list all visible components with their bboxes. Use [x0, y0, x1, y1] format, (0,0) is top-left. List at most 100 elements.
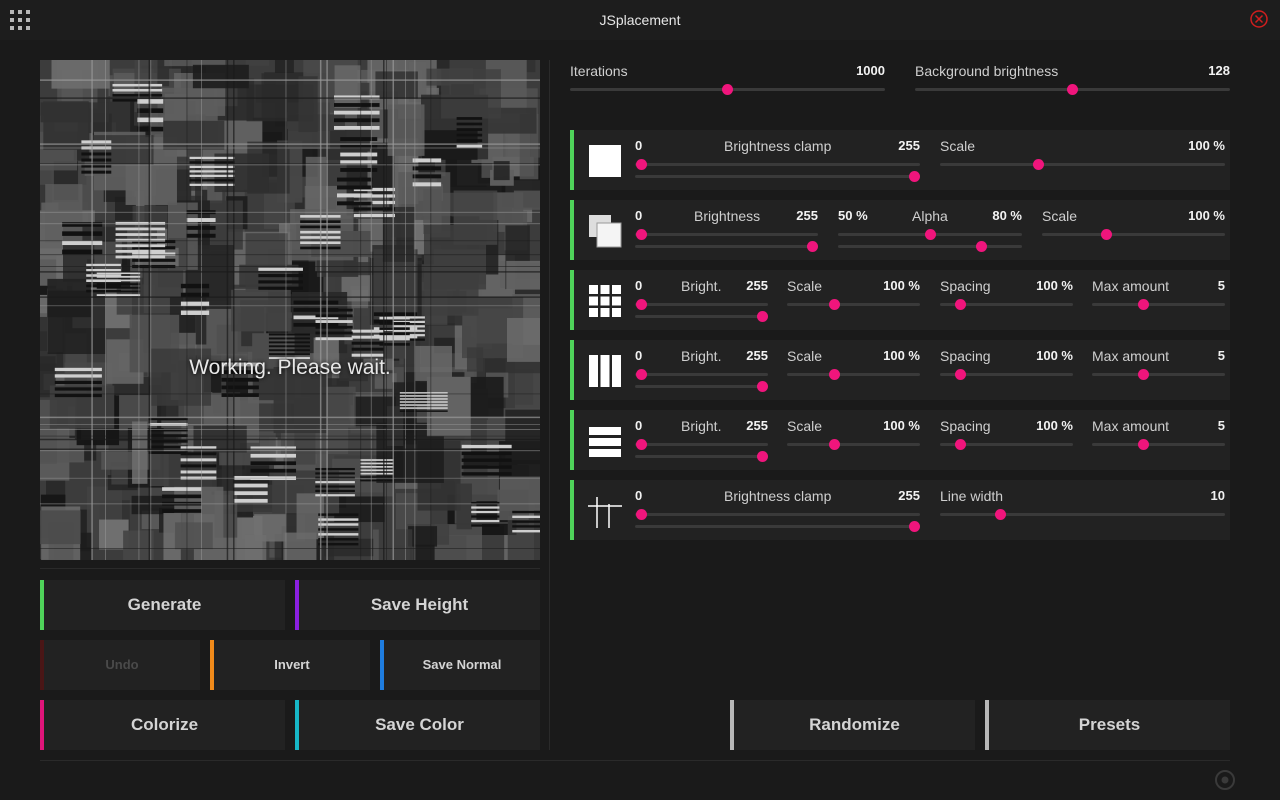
- divider: [549, 60, 550, 750]
- spacing-value: 100 %: [1036, 278, 1073, 293]
- layer-enabled-indicator[interactable]: [570, 340, 574, 400]
- line-width-slider[interactable]: [940, 513, 1225, 516]
- line-width-slider-handle[interactable]: [995, 509, 1007, 520]
- spacing-slider-handle[interactable]: [955, 299, 967, 310]
- brightness-max-value: 255: [746, 278, 768, 293]
- brightness-max-slider[interactable]: [635, 315, 768, 318]
- brightness-min-slider[interactable]: [635, 233, 818, 236]
- brightness-min-handle[interactable]: [635, 439, 647, 450]
- grid-icon: [589, 285, 621, 317]
- colorize-button[interactable]: Colorize: [40, 700, 285, 750]
- brightness-clamp-min-slider[interactable]: [635, 513, 920, 516]
- layer-horizontal-stripes: [570, 410, 1230, 470]
- spacing-label: Spacing: [940, 278, 991, 294]
- spacing-slider-handle[interactable]: [955, 369, 967, 380]
- brightness-min-handle[interactable]: [635, 299, 647, 310]
- scale-slider-handle[interactable]: [828, 369, 840, 380]
- brightness-clamp-max-slider[interactable]: [635, 525, 920, 528]
- save-color-button[interactable]: Save Color: [295, 700, 540, 750]
- scale-value: 100 %: [1188, 138, 1225, 153]
- lines-icon: [588, 497, 622, 528]
- layer-enabled-indicator[interactable]: [570, 270, 574, 330]
- brightness-max-slider[interactable]: [635, 385, 768, 388]
- brightness-min-handle[interactable]: [635, 369, 647, 380]
- brightness-max-handle[interactable]: [806, 241, 818, 252]
- randomize-button[interactable]: Randomize: [730, 700, 975, 750]
- brightness-clamp-max-slider[interactable]: [635, 175, 920, 178]
- brightness-clamp-max-value: 255: [898, 488, 920, 503]
- scale-value: 100 %: [883, 348, 920, 363]
- displacement-preview-image: [40, 60, 540, 560]
- undo-button[interactable]: Undo: [40, 640, 200, 690]
- alpha-max-handle[interactable]: [976, 241, 988, 252]
- menu-grid-icon[interactable]: [10, 10, 30, 30]
- brightness-min-slider[interactable]: [635, 373, 768, 376]
- brightness-min-slider[interactable]: [635, 303, 768, 306]
- spacing-slider-handle[interactable]: [955, 439, 967, 450]
- scale-slider[interactable]: [940, 163, 1225, 166]
- layer-grid: [570, 270, 1230, 330]
- max-amount-slider-handle[interactable]: [1138, 299, 1150, 310]
- scale-slider[interactable]: [787, 443, 920, 446]
- settings-icon[interactable]: [1214, 769, 1236, 791]
- generate-button[interactable]: Generate: [40, 580, 285, 630]
- save-normal-button[interactable]: Save Normal: [380, 640, 540, 690]
- brightness-clamp-max-handle[interactable]: [908, 521, 920, 532]
- brightness-label: Brightness: [694, 208, 761, 224]
- spacing-slider[interactable]: [940, 373, 1073, 376]
- scale-value: 100 %: [1188, 208, 1225, 223]
- invert-button[interactable]: Invert: [210, 640, 370, 690]
- iterations-slider-handle[interactable]: [722, 84, 733, 95]
- close-icon[interactable]: [1250, 10, 1268, 28]
- brightness-clamp-min-handle[interactable]: [635, 509, 647, 520]
- alpha-max-value: 80 %: [992, 208, 1022, 223]
- save-height-button[interactable]: Save Height: [295, 580, 540, 630]
- layer-lines: [570, 480, 1230, 540]
- alpha-min-handle[interactable]: [924, 229, 936, 240]
- max-amount-slider-handle[interactable]: [1138, 369, 1150, 380]
- brightness-max-slider[interactable]: [635, 455, 768, 458]
- layer-enabled-indicator[interactable]: [570, 130, 574, 190]
- max-amount-slider-handle[interactable]: [1138, 439, 1150, 450]
- brightness-label: Bright.: [681, 278, 722, 294]
- scale-value: 100 %: [883, 418, 920, 433]
- vertical-bars-icon: [589, 355, 621, 387]
- scale-slider-handle[interactable]: [828, 439, 840, 450]
- alpha-label: Alpha: [912, 208, 948, 224]
- horizontal-bars-icon: [589, 427, 621, 457]
- brightness-clamp-min-handle[interactable]: [635, 159, 647, 170]
- brightness-max-slider[interactable]: [635, 245, 818, 248]
- brightness-min-value: 0: [635, 348, 643, 363]
- brightness-min-handle[interactable]: [635, 229, 647, 240]
- brightness-label: Bright.: [681, 348, 722, 364]
- brightness-clamp-min-slider[interactable]: [635, 163, 920, 166]
- presets-button[interactable]: Presets: [985, 700, 1230, 750]
- scale-label: Scale: [787, 418, 823, 434]
- layer-squares: [570, 130, 1230, 190]
- scale-slider-handle[interactable]: [1033, 159, 1045, 170]
- spacing-slider[interactable]: [940, 443, 1073, 446]
- max-amount-slider[interactable]: [1092, 303, 1225, 306]
- brightness-min-slider[interactable]: [635, 443, 768, 446]
- brightness-max-handle[interactable]: [756, 451, 768, 462]
- background-brightness-slider-handle[interactable]: [1067, 84, 1078, 95]
- brightness-max-value: 255: [746, 348, 768, 363]
- brightness-clamp-max-handle[interactable]: [908, 171, 920, 182]
- scale-slider[interactable]: [1042, 233, 1225, 236]
- brightness-max-handle[interactable]: [756, 381, 768, 392]
- layer-enabled-indicator[interactable]: [570, 480, 574, 540]
- scale-slider[interactable]: [787, 373, 920, 376]
- scale-value: 100 %: [883, 278, 920, 293]
- scale-slider[interactable]: [787, 303, 920, 306]
- brightness-clamp-max-value: 255: [898, 138, 920, 153]
- layer-enabled-indicator[interactable]: [570, 410, 574, 470]
- alpha-max-slider[interactable]: [838, 245, 1022, 248]
- brightness-max-handle[interactable]: [756, 311, 768, 322]
- spacing-slider[interactable]: [940, 303, 1073, 306]
- scale-slider-handle[interactable]: [828, 299, 840, 310]
- layer-enabled-indicator[interactable]: [570, 200, 574, 260]
- scale-slider-handle[interactable]: [1100, 229, 1112, 240]
- max-amount-slider[interactable]: [1092, 443, 1225, 446]
- brightness-label: Bright.: [681, 418, 722, 434]
- max-amount-slider[interactable]: [1092, 373, 1225, 376]
